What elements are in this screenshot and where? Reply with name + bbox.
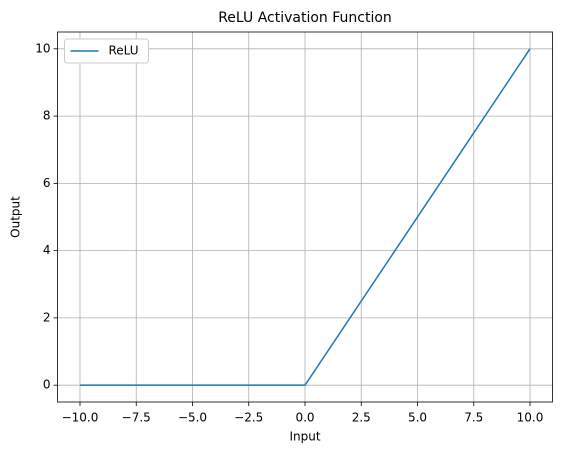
legend-label: ReLU bbox=[109, 44, 139, 58]
plot-frame bbox=[57, 31, 553, 403]
x-tick-label: 0.0 bbox=[295, 411, 314, 425]
x-tick-label: −5.0 bbox=[178, 411, 207, 425]
legend-box bbox=[64, 38, 149, 64]
chart-title: ReLU Activation Function bbox=[218, 10, 392, 26]
y-tick-label: 10 bbox=[35, 41, 50, 55]
x-tick-label: −7.5 bbox=[122, 411, 151, 425]
x-tick-label: −2.5 bbox=[234, 411, 263, 425]
y-tick-label: 2 bbox=[43, 310, 51, 324]
x-tick-label: 2.5 bbox=[352, 411, 371, 425]
x-tick-label: 5.0 bbox=[408, 411, 427, 425]
y-tick-label: 4 bbox=[43, 243, 51, 257]
y-axis-label: Output bbox=[9, 196, 23, 238]
y-tick-label: 0 bbox=[43, 378, 51, 392]
x-axis-label: Input bbox=[289, 430, 320, 444]
line bbox=[80, 48, 531, 386]
y-tick-label: 6 bbox=[43, 176, 51, 190]
x-tick-label: 10.0 bbox=[517, 411, 544, 425]
x-tick-label: −10.0 bbox=[62, 411, 99, 425]
y-tick-label: 8 bbox=[43, 109, 51, 123]
x-tick-label: 7.5 bbox=[464, 411, 483, 425]
